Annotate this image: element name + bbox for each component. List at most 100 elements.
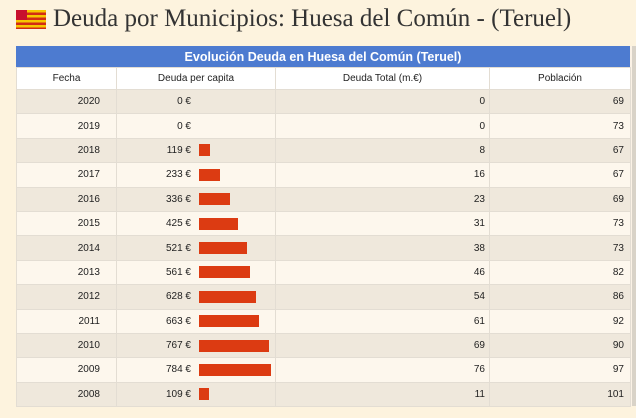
cell-deuda-total: 69 [275, 332, 490, 359]
cell-deuda-total: 0 [275, 88, 490, 115]
per-capita-value: 233 € [165, 169, 191, 181]
cell-poblacion: 67 [489, 137, 631, 164]
per-capita-value: 119 € [166, 144, 191, 156]
cell-fecha: 2019 [16, 113, 117, 139]
vertical-scrollbar[interactable] [632, 46, 636, 406]
debt-panel: Evolución Deuda en Huesa del Común (Teru… [16, 46, 632, 408]
cell-poblacion: 97 [489, 357, 631, 383]
table-row: 2008 109 € 11 101 [16, 381, 631, 408]
cell-fecha: 2017 [16, 162, 117, 188]
cell-deuda-total: 54 [275, 284, 490, 310]
per-capita-bar [199, 242, 247, 255]
per-capita-value: 767 € [165, 340, 191, 352]
cell-poblacion: 90 [489, 332, 631, 359]
cell-fecha: 2012 [16, 284, 117, 310]
per-capita-bar [199, 315, 259, 328]
per-capita-bar [199, 193, 230, 206]
per-capita-bar [199, 217, 238, 230]
table-row: 2018 119 € 8 67 [16, 137, 631, 164]
cell-poblacion: 73 [489, 113, 631, 139]
per-capita-bar [199, 388, 209, 401]
per-capita-bar [199, 144, 210, 157]
per-capita-value: 109 € [165, 388, 191, 400]
table-body: 2020 0 €0 69 2019 0 €0 73 2018 119 €8 67 2017 233 … [16, 88, 631, 408]
cell-poblacion: 82 [489, 259, 631, 286]
table-row: 2020 0 € 0 69 [16, 88, 631, 115]
cell-deuda-per-capita: 425 € [116, 210, 276, 237]
table-caption: Evolución Deuda en Huesa del Común (Teru… [16, 46, 630, 67]
cell-deuda-per-capita: 336 € [116, 186, 276, 212]
table-row: 2009 784 € 76 97 [16, 357, 631, 383]
cell-deuda-total: 8 [275, 137, 490, 164]
cell-deuda-total: 76 [275, 357, 490, 383]
cell-poblacion: 92 [489, 308, 631, 334]
cell-fecha: 2016 [16, 186, 117, 212]
cell-poblacion: 86 [489, 284, 631, 310]
per-capita-bar [199, 290, 256, 303]
column-header-deuda-per-capita: Deuda per capita [116, 67, 276, 90]
cell-deuda-per-capita: 561 € [116, 259, 276, 286]
cell-deuda-total: 23 [275, 186, 490, 212]
table-row: 2019 0 € 0 73 [16, 113, 631, 139]
cell-deuda-per-capita: 663 € [116, 308, 276, 334]
cell-deuda-total: 38 [275, 235, 490, 261]
cell-fecha: 2018 [16, 137, 117, 164]
table-row: 2016 336 € 23 69 [16, 186, 631, 212]
per-capita-value: 561 € [165, 266, 191, 278]
per-capita-bar [199, 266, 250, 279]
table-row: 2014 521 € 38 73 [16, 235, 631, 261]
page-header: Deuda por Municipios: Huesa del Común - … [16, 2, 571, 36]
cell-deuda-per-capita: 0 € [116, 88, 276, 115]
column-header-fecha: Fecha [16, 67, 117, 90]
cell-deuda-total: 31 [275, 210, 490, 237]
cell-poblacion: 69 [489, 186, 631, 212]
cell-deuda-per-capita: 767 € [116, 332, 276, 359]
table-row: 2013 561 € 46 82 [16, 259, 631, 286]
per-capita-bar [199, 363, 271, 376]
cell-fecha: 2008 [16, 381, 117, 408]
cell-deuda-per-capita: 521 € [116, 235, 276, 261]
cell-deuda-per-capita: 233 € [116, 162, 276, 188]
per-capita-bar [199, 168, 220, 181]
cell-poblacion: 67 [489, 162, 631, 188]
cell-deuda-per-capita: 628 € [116, 284, 276, 310]
cell-deuda-per-capita: 119 € [116, 137, 276, 164]
table-row: 2010 767 € 69 90 [16, 332, 631, 359]
cell-fecha: 2014 [16, 235, 117, 261]
column-header-poblacion: Población [489, 67, 631, 90]
per-capita-value: 0 € [177, 120, 191, 132]
cell-deuda-total: 46 [275, 259, 490, 286]
cell-fecha: 2010 [16, 332, 117, 359]
table-row: 2017 233 € 16 67 [16, 162, 631, 188]
per-capita-value: 784 € [165, 364, 191, 376]
table-row: 2015 425 € 31 73 [16, 210, 631, 237]
cell-deuda-per-capita: 0 € [116, 113, 276, 139]
cell-deuda-total: 11 [275, 381, 490, 408]
cell-deuda-total: 61 [275, 308, 490, 334]
debt-table: Fecha Deuda per capita Deuda Total (m.€)… [16, 67, 631, 408]
cell-fecha: 2020 [16, 88, 117, 115]
page-title: Deuda por Municipios: Huesa del Común - … [53, 5, 572, 32]
cell-deuda-total: 16 [275, 162, 490, 188]
per-capita-value: 336 € [165, 193, 191, 205]
table-row: 2011 663 € 61 92 [16, 308, 631, 334]
per-capita-value: 663 € [165, 315, 191, 327]
per-capita-value: 521 € [165, 242, 191, 254]
aragon-flag-icon [16, 9, 46, 29]
cell-fecha: 2009 [16, 357, 117, 383]
cell-deuda-per-capita: 784 € [116, 357, 276, 383]
cell-poblacion: 73 [489, 210, 631, 237]
table-header-row: Fecha Deuda per capita Deuda Total (m.€)… [16, 67, 631, 90]
cell-deuda-total: 0 [275, 113, 490, 139]
cell-fecha: 2011 [16, 308, 117, 334]
per-capita-value: 628 € [165, 291, 191, 303]
table-row: 2012 628 € 54 86 [16, 284, 631, 310]
cell-poblacion: 69 [489, 88, 631, 115]
per-capita-bar [199, 339, 269, 352]
cell-fecha: 2013 [16, 259, 117, 286]
column-header-deuda-total: Deuda Total (m.€) [275, 67, 490, 90]
cell-poblacion: 73 [489, 235, 631, 261]
cell-deuda-per-capita: 109 € [116, 381, 276, 408]
cell-poblacion: 101 [489, 381, 631, 408]
cell-fecha: 2015 [16, 210, 117, 237]
